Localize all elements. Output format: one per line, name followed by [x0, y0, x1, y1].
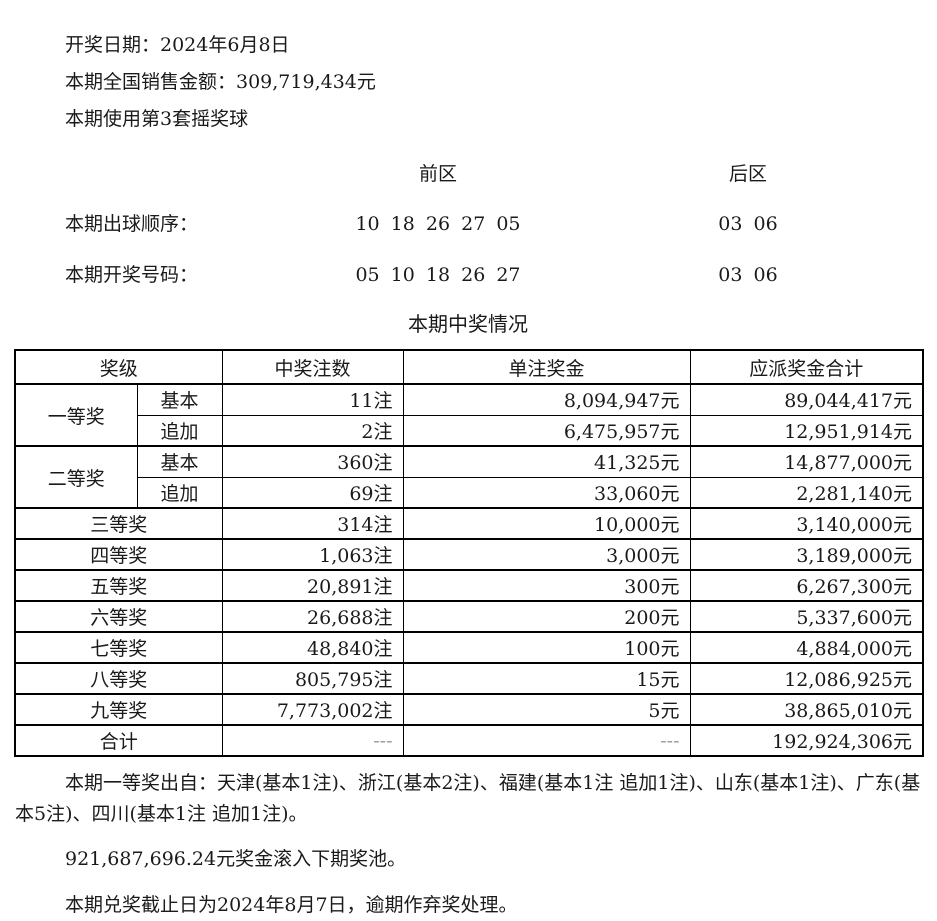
total-cell: 12,951,914元: [689, 414, 924, 447]
sub-cell: 追加: [136, 476, 223, 509]
header-count: 中奖注数: [221, 349, 404, 385]
count-cell: 2注: [221, 414, 404, 447]
total-cell: 6,267,300元: [689, 569, 924, 602]
total-cell: 14,877,000元: [689, 445, 924, 478]
prize-cell: 10,000元: [402, 507, 691, 540]
prize-cell: 100元: [402, 631, 691, 664]
prize-cell: 15元: [402, 662, 691, 695]
level-cell: 七等奖: [14, 631, 223, 664]
header-total: 应派奖金合计: [689, 349, 924, 385]
count-cell: 1,063注: [221, 538, 404, 571]
level-cell: 九等奖: [14, 693, 223, 726]
winning-numbers-row: 本期开奖号码： 05 10 18 26 27 03 06: [0, 260, 937, 287]
front-zone-label: 前区: [418, 163, 457, 185]
level-cell: 八等奖: [14, 662, 223, 695]
total-cell: 4,884,000元: [689, 631, 924, 664]
sub-cell: 基本: [136, 383, 223, 416]
prize-cell: 33,060元: [402, 476, 691, 509]
draw-order-back-numbers: 03 06: [718, 213, 778, 235]
total-cell: 12,086,925元: [689, 662, 924, 695]
prize-cell: ---: [402, 724, 691, 757]
count-cell: 7,773,002注: [221, 693, 404, 726]
header-level: 奖级: [14, 349, 223, 385]
sub-cell: 追加: [136, 414, 223, 447]
level-cell: 一等奖: [14, 383, 138, 447]
header-prize: 单注奖金: [402, 349, 691, 385]
count-cell: ---: [221, 724, 404, 757]
prize-cell: 41,325元: [402, 445, 691, 478]
table-row-fourth: 四等奖 1,063注 3,000元 3,189,000元: [14, 538, 924, 571]
ball-set-line: 本期使用第3套摇奖球: [65, 108, 249, 130]
prize-table-title: 本期中奖情况: [408, 312, 528, 336]
count-cell: 26,688注: [221, 600, 404, 633]
draw-order-row: 本期出球顺序： 10 18 26 27 05 03 06: [0, 209, 937, 236]
table-row-total: 合计 --- --- 192,924,306元: [14, 724, 924, 757]
level-cell: 四等奖: [14, 538, 223, 571]
total-cell: 192,924,306元: [689, 724, 924, 757]
sub-cell: 基本: [136, 445, 223, 478]
total-cell: 3,140,000元: [689, 507, 924, 540]
table-row-first-additional: 追加 2注 6,475,957元 12,951,914元: [15, 414, 924, 447]
level-cell: 五等奖: [14, 569, 223, 602]
first-prize-origin-paragraph: 本期一等奖出自：天津(基本1注)、浙江(基本2注)、福建(基本1注 追加1注)、…: [15, 772, 921, 825]
level-cell: 合计: [14, 724, 223, 757]
table-row-second-basic: 二等奖 基本 360注 41,325元 14,877,000元: [14, 445, 924, 509]
prize-cell: 6,475,957元: [402, 414, 691, 447]
count-cell: 805,795注: [221, 662, 404, 695]
zone-header-row: 前区 后区: [0, 159, 937, 186]
total-cell: 89,044,417元: [689, 383, 924, 416]
level-cell: 三等奖: [14, 507, 223, 540]
prize-cell: 8,094,947元: [402, 383, 691, 416]
table-row-fifth: 五等奖 20,891注 300元 6,267,300元: [14, 569, 924, 602]
draw-info-block: 开奖日期：2024年6月8日 本期全国销售金额：309,719,434元 本期使…: [0, 27, 937, 138]
level-cell: 六等奖: [14, 600, 223, 633]
count-cell: 48,840注: [221, 631, 404, 664]
table-row-eighth: 八等奖 805,795注 15元 12,086,925元: [14, 662, 924, 695]
table-row-ninth: 九等奖 7,773,002注 5元 38,865,010元: [14, 693, 924, 726]
prize-cell: 3,000元: [402, 538, 691, 571]
count-cell: 11注: [221, 383, 404, 416]
table-row-seventh: 七等奖 48,840注 100元 4,884,000元: [14, 631, 924, 664]
table-row-first-basic: 一等奖 基本 11注 8,094,947元 89,044,417元: [14, 383, 924, 447]
winning-front-numbers: 05 10 18 26 27: [355, 264, 521, 286]
total-cell: 2,281,140元: [689, 476, 924, 509]
deadline-paragraph: 本期兑奖截止日为2024年8月7日，逾期作弃奖处理。: [65, 894, 518, 916]
table-header-row: 奖级 中奖注数 单注奖金 应派奖金合计: [14, 349, 924, 385]
draw-date-line: 开奖日期：2024年6月8日: [65, 34, 290, 56]
level-cell: 二等奖: [14, 445, 138, 509]
table-row-second-additional: 追加 69注 33,060元 2,281,140元: [15, 476, 924, 509]
total-cell: 5,337,600元: [689, 600, 924, 633]
table-row-third: 三等奖 314注 10,000元 3,140,000元: [14, 507, 924, 540]
winning-back-numbers: 03 06: [718, 264, 778, 286]
draw-order-label: 本期出球顺序：: [65, 213, 199, 235]
sales-amount-line: 本期全国销售金额：309,719,434元: [65, 71, 376, 93]
count-cell: 314注: [221, 507, 404, 540]
prize-cell: 300元: [402, 569, 691, 602]
count-cell: 360注: [221, 445, 404, 478]
count-cell: 20,891注: [221, 569, 404, 602]
count-cell: 69注: [221, 476, 404, 509]
prize-cell: 5元: [402, 693, 691, 726]
prize-table: 奖级 中奖注数 单注奖金 应派奖金合计 一等奖 基本 11注 8,094,947…: [14, 349, 925, 757]
draw-order-front-numbers: 10 18 26 27 05: [355, 213, 521, 235]
winning-numbers-label: 本期开奖号码：: [65, 264, 199, 286]
total-cell: 3,189,000元: [689, 538, 924, 571]
prize-cell: 200元: [402, 600, 691, 633]
rollover-paragraph: 921,687,696.24元奖金滚入下期奖池。: [65, 848, 407, 870]
back-zone-label: 后区: [728, 163, 767, 185]
table-row-sixth: 六等奖 26,688注 200元 5,337,600元: [14, 600, 924, 633]
total-cell: 38,865,010元: [689, 693, 924, 726]
